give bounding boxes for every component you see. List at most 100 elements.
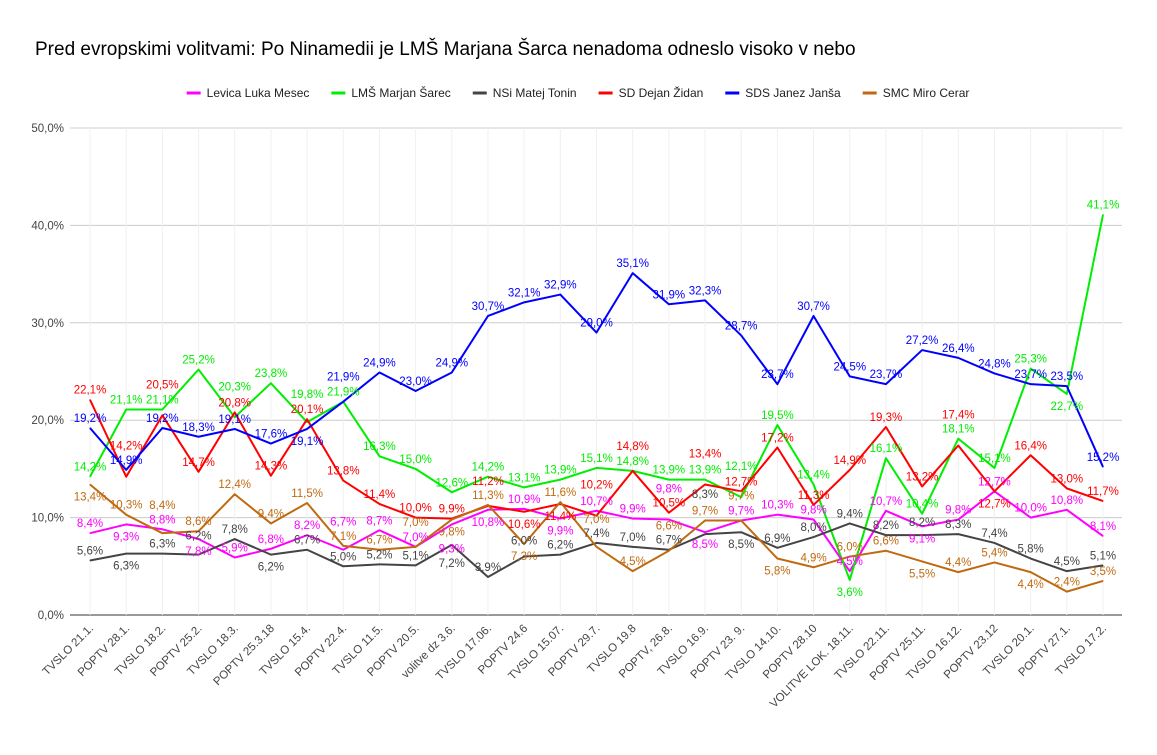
data-label: 5,6% xyxy=(77,545,103,557)
data-point xyxy=(993,372,995,374)
legend-label: SDS Janez Janša xyxy=(745,86,841,100)
data-label: 14,2% xyxy=(472,462,505,474)
data-point xyxy=(1102,580,1104,582)
y-axis: 0,0% 10,0% 20,0% 30,0% 40,0% 50,0% xyxy=(31,123,64,622)
data-label: 14,9% xyxy=(833,455,866,467)
data-point xyxy=(813,483,815,485)
data-label: 10,7% xyxy=(580,496,613,508)
legend-item[interactable]: SMC Miro Cerar xyxy=(862,86,970,100)
data-point xyxy=(596,542,597,544)
data-label: 6,8% xyxy=(258,534,284,546)
data-label: 13,0% xyxy=(1051,473,1084,485)
data-label: 10,8% xyxy=(1051,495,1084,507)
data-point xyxy=(813,504,815,506)
data-point xyxy=(668,303,670,305)
data-point xyxy=(198,538,200,540)
y-tick-label: 0,0% xyxy=(38,610,64,622)
data-label: 7,0% xyxy=(583,514,609,526)
data-point xyxy=(342,549,344,551)
data-label: 6,2% xyxy=(547,540,573,552)
data-label: 10,2% xyxy=(580,480,613,492)
data-label: 22,1% xyxy=(74,385,107,397)
data-point xyxy=(1030,558,1032,560)
data-point xyxy=(1030,517,1032,519)
data-point xyxy=(849,579,851,581)
data-point xyxy=(234,538,236,540)
legend: Levica Luka Mesec LMŠ Marjan Šarec NSi Mat… xyxy=(186,85,970,100)
data-point xyxy=(234,557,236,559)
data-label: 13,4% xyxy=(797,469,830,481)
data-label: 3,6% xyxy=(837,587,863,599)
data-point xyxy=(451,544,453,546)
data-label: 10,9% xyxy=(508,494,541,506)
data-point xyxy=(270,443,272,445)
data-label: 21,9% xyxy=(327,387,360,399)
data-label: 13,2% xyxy=(906,471,939,483)
data-label: 5,5% xyxy=(909,568,935,580)
legend-item[interactable]: NSi Matej Tonin xyxy=(472,86,577,100)
legend-item[interactable]: LMŠ Marjan Šarec xyxy=(331,85,451,100)
data-point xyxy=(451,523,453,525)
legend-item[interactable]: SDS Janez Janša xyxy=(725,86,841,100)
data-label: 11,4% xyxy=(544,511,576,523)
data-point xyxy=(885,550,887,552)
data-point xyxy=(89,559,91,561)
data-label: 5,9% xyxy=(222,543,248,555)
data-label: 6,0% xyxy=(837,542,863,554)
data-label: 7,3% xyxy=(511,551,537,563)
data-label: 9,8% xyxy=(656,484,682,496)
data-point xyxy=(451,371,453,373)
data-label: 8,7% xyxy=(366,515,392,527)
data-point xyxy=(813,315,815,317)
data-label: 5,8% xyxy=(764,566,790,578)
data-labels: 22,1%19,2%14,2%13,4%8,4%5,6%21,1%14,9%14… xyxy=(74,200,1120,599)
data-label: 13,9% xyxy=(653,465,686,477)
data-point xyxy=(378,371,380,373)
data-point xyxy=(487,576,489,578)
data-point xyxy=(234,428,236,430)
data-point xyxy=(776,424,778,426)
data-point xyxy=(161,414,163,416)
data-point xyxy=(921,534,923,536)
data-point xyxy=(632,272,634,274)
data-label: 9,1% xyxy=(909,533,935,545)
data-point xyxy=(161,427,163,429)
data-label: 19,1% xyxy=(291,436,324,448)
data-label: 9,4% xyxy=(258,508,284,520)
data-label: 5,1% xyxy=(1090,550,1116,562)
data-label: 30,7% xyxy=(797,301,830,313)
data-label: 15,1% xyxy=(978,453,1011,465)
data-point xyxy=(415,517,417,519)
data-point xyxy=(89,399,91,401)
data-point xyxy=(487,476,489,478)
data-label: 8,3% xyxy=(692,489,718,501)
data-label: 9,7% xyxy=(728,491,754,503)
data-point xyxy=(885,510,887,512)
data-label: 23,7% xyxy=(1014,369,1047,381)
data-point xyxy=(885,383,887,385)
data-point xyxy=(849,556,851,558)
data-label: 4,9% xyxy=(800,552,826,564)
data-point xyxy=(1030,383,1032,385)
data-point xyxy=(125,514,127,516)
data-label: 9,7% xyxy=(728,506,754,518)
data-point xyxy=(378,563,380,565)
data-label: 8,3% xyxy=(945,519,971,531)
legend-item[interactable]: SD Dejan Židan xyxy=(598,85,704,100)
data-label: 23,5% xyxy=(1051,371,1084,383)
legend-item[interactable]: Levica Luka Mesec xyxy=(186,86,310,100)
data-label: 10,3% xyxy=(110,500,143,512)
data-point xyxy=(776,558,778,560)
data-point xyxy=(234,416,236,418)
data-point xyxy=(198,554,200,556)
data-label: 6,7% xyxy=(366,535,392,547)
data-label: 19,8% xyxy=(291,389,324,401)
data-point xyxy=(523,511,525,513)
data-label: 7,2% xyxy=(439,558,465,570)
legend-label: LMŠ Marjan Šarec xyxy=(351,85,450,100)
data-label: 3,9% xyxy=(475,562,501,574)
data-point xyxy=(957,438,959,440)
data-point xyxy=(885,426,887,428)
data-label: 6,7% xyxy=(294,535,320,547)
data-label: 4,4% xyxy=(945,557,971,569)
